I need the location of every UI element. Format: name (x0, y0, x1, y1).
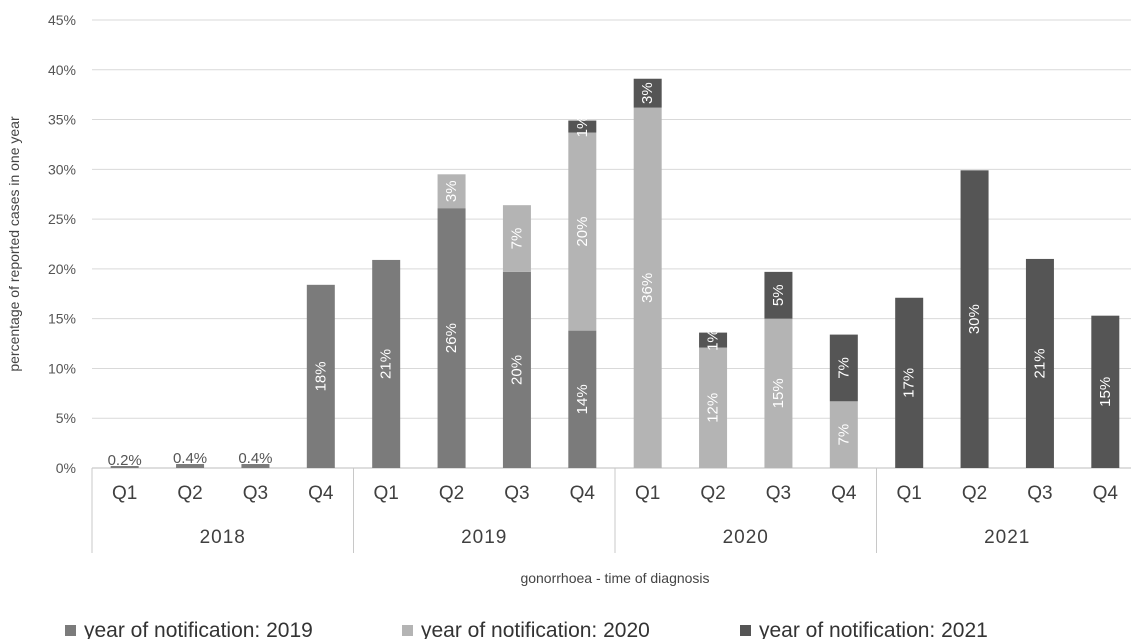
bar-data-label: 26% (443, 323, 460, 353)
bar-segment (437, 174, 466, 209)
bar-segment (306, 284, 335, 468)
bar-segment (829, 401, 858, 468)
y-tick-label: 30% (48, 161, 76, 177)
bar-data-label: 36% (639, 273, 656, 303)
bar-data-label: 0.2% (108, 452, 142, 469)
bar-segment (568, 330, 597, 468)
data-labels: 0.2% 0.4% 0.4% 18% 21% 26% 3% 20% 7% 14% 20% 1% 36% 3… (108, 82, 1114, 469)
bar-data-label: 7% (835, 357, 852, 379)
bar-segment (568, 120, 597, 133)
x-category-label: Q1 (112, 483, 137, 504)
bar-data-label: 20% (508, 355, 525, 385)
bar-segment (633, 107, 662, 468)
bar-segment (764, 271, 793, 319)
x-category-label: Q4 (1093, 483, 1119, 504)
bar-segment (1025, 258, 1054, 468)
y-tick-label: 5% (56, 410, 76, 426)
legend-label: year of notification: 2019 (84, 619, 313, 639)
bar-segment (372, 259, 401, 468)
y-tick-label: 15% (48, 311, 76, 327)
x-group-label: 2021 (984, 527, 1030, 548)
legend-swatch (402, 625, 413, 636)
bar-data-label: 7% (508, 228, 525, 250)
bar-segment (110, 466, 139, 468)
bar-segment (502, 271, 531, 468)
bar-segment (502, 205, 531, 272)
bar-data-label: 5% (770, 284, 787, 306)
bar-segment (568, 132, 597, 331)
y-tick-label: 45% (48, 12, 76, 28)
bar-data-label: 1% (574, 116, 591, 138)
x-category-label: Q2 (962, 483, 987, 504)
x-group-label: 2019 (461, 527, 507, 548)
y-tick-label: 25% (48, 211, 76, 227)
bar-segment (241, 464, 270, 468)
bar-segment (633, 78, 662, 108)
bar-segment (829, 334, 858, 402)
y-tick-label: 0% (56, 460, 76, 476)
legend-swatch (65, 625, 76, 636)
x-category-label: Q2 (700, 483, 725, 504)
bar-data-label: 21% (1031, 348, 1048, 378)
bar-data-label: 0.4% (173, 450, 207, 467)
bar-segment (437, 208, 466, 468)
bar-segment (699, 347, 728, 468)
x-category-label: Q2 (177, 483, 202, 504)
bar-data-label: 7% (835, 424, 852, 446)
x-group-label: 2020 (723, 527, 769, 548)
bar-data-label: 30% (966, 304, 983, 334)
bar-segment (764, 318, 793, 468)
legend-label: year of notification: 2021 (759, 619, 988, 639)
x-category-label: Q4 (831, 483, 857, 504)
bar-data-label: 18% (312, 361, 329, 391)
y-tick-label: 10% (48, 360, 76, 376)
x-category-label: Q4 (308, 483, 334, 504)
bar-data-label: 0.4% (238, 450, 272, 467)
x-category-label: Q3 (243, 483, 268, 504)
legend: year of notification: 2019 year of notifi… (65, 619, 988, 642)
y-tick-label: 35% (48, 112, 76, 128)
x-axis: Q1 Q2 Q3 Q4 Q1 Q2 Q3 Q4 Q1 Q2 Q3 Q4 Q1 Q2 Q3 Q4 2018 2019… (91, 468, 1119, 553)
bar-segment (176, 464, 205, 468)
bar-data-label: 1% (705, 329, 722, 351)
y-axis-ticks: 0% 5% 10% 15% 20% 25% 30% 35% 40% 45% (48, 12, 76, 476)
x-category-label: Q3 (1027, 483, 1052, 504)
bar-data-label: 15% (1097, 377, 1114, 407)
bar-data-label: 15% (770, 378, 787, 408)
y-tick-label: 40% (48, 62, 76, 78)
bar-segment (895, 297, 924, 468)
x-category-label: Q2 (439, 483, 464, 504)
legend-swatch (740, 625, 751, 636)
x-axis-title: gonorrhoea - time of diagnosis (520, 570, 709, 586)
bars (110, 78, 1120, 468)
x-category-label: Q1 (897, 483, 922, 504)
x-category-label: Q3 (766, 483, 791, 504)
x-category-label: Q4 (570, 483, 596, 504)
x-category-label: Q1 (635, 483, 660, 504)
bar-segment (699, 332, 728, 348)
x-category-label: Q3 (504, 483, 529, 504)
bar-data-label: 3% (639, 82, 656, 104)
legend-label: year of notification: 2020 (421, 619, 650, 639)
gridlines (92, 19, 1131, 469)
bar-segment (960, 170, 989, 468)
bar-data-label: 20% (574, 217, 591, 247)
x-category-label: Q1 (374, 483, 399, 504)
bar-data-label: 17% (901, 368, 918, 398)
bar-data-label: 12% (705, 393, 722, 423)
x-group-label: 2018 (200, 527, 246, 548)
bar-segment (1091, 315, 1120, 468)
bar-data-label: 3% (443, 180, 460, 202)
bar-data-label: 21% (378, 349, 395, 379)
y-axis-title: percentage of reported cases in one year (6, 116, 22, 372)
bar-data-label: 14% (574, 384, 591, 414)
y-tick-label: 20% (48, 261, 76, 277)
